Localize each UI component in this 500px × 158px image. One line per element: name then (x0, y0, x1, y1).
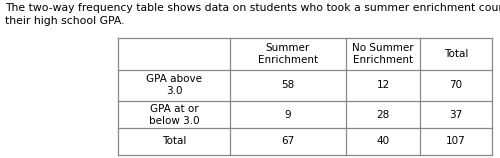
Text: 37: 37 (450, 109, 462, 119)
Text: 70: 70 (450, 80, 462, 91)
Text: 58: 58 (282, 80, 294, 91)
Text: The two-way frequency table shows data on students who took a summer enrichment : The two-way frequency table shows data o… (5, 3, 500, 26)
Text: GPA at or
below 3.0: GPA at or below 3.0 (148, 103, 200, 125)
Text: 12: 12 (376, 80, 390, 91)
Text: 28: 28 (376, 109, 390, 119)
Text: Total: Total (162, 137, 186, 146)
Text: 107: 107 (446, 137, 466, 146)
Text: No Summer
Enrichment: No Summer Enrichment (352, 43, 414, 65)
Text: GPA above
3.0: GPA above 3.0 (146, 75, 202, 97)
Text: 67: 67 (282, 137, 294, 146)
Text: Total: Total (444, 49, 468, 59)
Text: 9: 9 (284, 109, 292, 119)
Text: Summer
Enrichment: Summer Enrichment (258, 43, 318, 65)
Text: 40: 40 (376, 137, 390, 146)
